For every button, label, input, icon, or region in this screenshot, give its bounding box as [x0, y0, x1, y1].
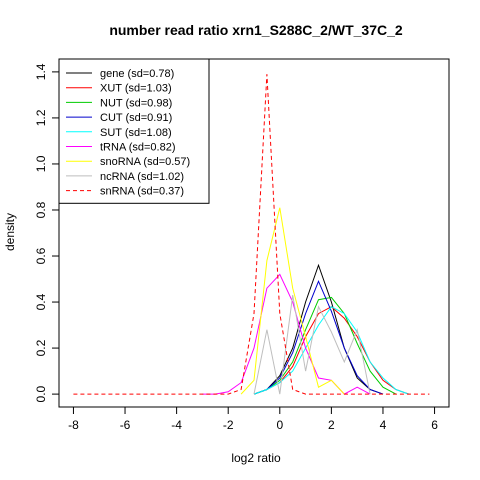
x-tick-label: 2 [328, 418, 335, 432]
series-line [253, 279, 384, 395]
y-tick-label: 0.2 [34, 339, 48, 356]
series-layer [73, 74, 430, 395]
x-axis-label: log2 ratio [231, 451, 281, 465]
y-tick-label: 0.8 [34, 201, 48, 218]
legend: gene (sd=0.78) XUT (sd=1.03) NUT (sd=0.98)… [58, 58, 210, 204]
x-axis: -8 -6 -4 -2 0 2 4 6 [68, 406, 438, 432]
legend-label: NUT (sd=0.98) [100, 97, 172, 109]
y-axis-label: density [3, 213, 17, 251]
x-tick-label: 6 [431, 418, 438, 432]
series-line [73, 74, 430, 395]
legend-label: snoRNA (sd=0.57) [100, 156, 190, 168]
series-line [253, 295, 371, 395]
x-tick-label: -4 [171, 418, 182, 432]
legend-label: ncRNA (sd=1.02) [100, 171, 184, 183]
series-line [253, 306, 409, 395]
y-axis: 0.0 0.2 0.4 0.6 0.8 1.0 1.2 1.4 [34, 63, 60, 402]
legend-label: gene (sd=0.78) [100, 68, 174, 80]
x-tick-label: 4 [380, 418, 387, 432]
x-tick-label: -8 [68, 418, 79, 432]
chart-title: number read ratio xrn1_S288C_2/WT_37C_2 [109, 22, 403, 38]
y-tick-label: 1.0 [34, 155, 48, 172]
series-line [240, 207, 345, 395]
y-tick-label: 0.0 [34, 385, 48, 402]
y-tick-label: 0.4 [34, 293, 48, 310]
legend-box [58, 58, 210, 204]
x-tick-label: 0 [276, 418, 283, 432]
legend-label: XUT (sd=1.03) [100, 83, 172, 95]
legend-label: tRNA (sd=0.82) [100, 142, 176, 154]
legend-label: CUT (sd=0.91) [100, 112, 172, 124]
legend-label: snRNA (sd=0.37) [100, 186, 184, 198]
x-tick-label: -2 [223, 418, 234, 432]
y-tick-label: 1.4 [34, 63, 48, 80]
y-tick-label: 0.6 [34, 247, 48, 264]
y-tick-label: 1.2 [34, 109, 48, 126]
x-tick-label: -6 [120, 418, 131, 432]
legend-label: SUT (sd=1.08) [100, 127, 172, 139]
series-line [253, 263, 384, 395]
